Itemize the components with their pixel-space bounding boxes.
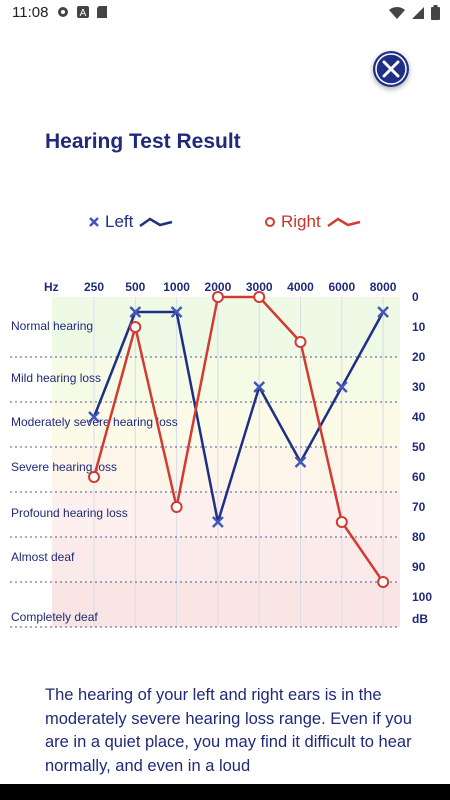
right-data-point xyxy=(377,576,390,588)
page-title: Hearing Test Result xyxy=(45,130,241,153)
x-tick-label: 6000 xyxy=(328,280,355,294)
right-data-point xyxy=(294,336,307,348)
band-label: Moderately severe hearing loss xyxy=(11,415,178,429)
x-tick-label: 8000 xyxy=(370,280,397,294)
close-button[interactable] xyxy=(373,51,409,87)
band-label: Mild hearing loss xyxy=(11,371,101,385)
y-tick-label: 70 xyxy=(412,500,426,514)
left-data-point xyxy=(88,411,100,423)
left-data-point xyxy=(129,306,142,318)
series-line-right xyxy=(92,295,385,583)
a-icon: A xyxy=(77,6,89,19)
left-data-point xyxy=(294,456,307,468)
gear-icon xyxy=(58,7,68,17)
left-data-point xyxy=(212,516,224,528)
left-line-icon xyxy=(139,217,173,228)
x-tick-label: 4000 xyxy=(287,280,314,294)
left-data-point xyxy=(170,306,183,318)
x-tick-label: 3000 xyxy=(246,280,273,294)
series-line-left xyxy=(92,310,385,524)
band-bg xyxy=(52,297,400,357)
wifi-icon xyxy=(389,6,405,19)
y-unit-label: dB xyxy=(412,612,428,626)
y-tick-label: 60 xyxy=(412,470,426,484)
y-tick-label: 40 xyxy=(412,410,426,424)
x-tick-label: 1000 xyxy=(163,280,190,294)
left-data-point xyxy=(377,306,389,318)
status-time: 11:08 xyxy=(12,4,49,21)
right-line-icon xyxy=(326,217,360,228)
result-description: The hearing of your left and right ears … xyxy=(45,686,412,775)
audiogram-svg: Hz 250 500 1000 2000 3000 4000 6000 8000 0 10 20 30 4… xyxy=(10,280,432,628)
y-tick-label: 50 xyxy=(412,440,426,454)
legend-right-label: Right xyxy=(281,212,321,231)
band-bg xyxy=(52,537,400,582)
y-tick-label: 10 xyxy=(412,320,426,334)
x-tick-label: 2000 xyxy=(205,280,232,294)
right-data-point xyxy=(170,501,183,513)
status-icons-left: A xyxy=(56,5,108,19)
legend-left-label: Left xyxy=(105,212,134,231)
band-label: Profound hearing loss xyxy=(11,506,128,520)
right-data-point xyxy=(211,291,224,303)
x-unit-label: Hz xyxy=(44,280,59,294)
band-bg xyxy=(52,582,400,627)
right-data-point xyxy=(253,291,266,303)
y-tick-label: 0 xyxy=(412,290,419,304)
signal-icon xyxy=(412,6,424,19)
right-data-point xyxy=(129,321,142,333)
x-tick-label: 500 xyxy=(125,280,145,294)
y-tick-label: 80 xyxy=(412,530,426,544)
band-label: Normal hearing xyxy=(11,319,93,333)
y-tick-label: 30 xyxy=(412,380,426,394)
left-data-point xyxy=(335,381,348,393)
y-tick-label: 20 xyxy=(412,350,426,364)
band-bg xyxy=(52,357,400,402)
x-tick-label: 250 xyxy=(84,280,104,294)
close-icon xyxy=(375,53,407,85)
legend-left: Left xyxy=(88,212,174,232)
o-marker-icon xyxy=(265,217,275,227)
left-data-point xyxy=(253,381,266,393)
x-marker-icon xyxy=(89,217,99,227)
battery-icon xyxy=(431,5,440,20)
sd-card-icon xyxy=(97,6,107,18)
navigation-bar xyxy=(0,784,450,800)
right-data-point xyxy=(88,471,100,483)
status-bar: 11:08 A xyxy=(0,0,450,26)
band-label: Almost deaf xyxy=(11,550,75,564)
status-icons-right xyxy=(389,5,440,20)
right-data-point xyxy=(335,516,348,528)
svg-text:A: A xyxy=(80,8,87,19)
legend-right: Right xyxy=(264,212,362,232)
y-tick-label: 90 xyxy=(412,560,426,574)
band-label: Completely deaf xyxy=(11,610,98,624)
audiogram-chart: Hz 250 500 1000 2000 3000 4000 6000 8000 0 10 20 30 4… xyxy=(0,275,450,635)
y-tick-label: 100 xyxy=(412,590,432,604)
band-label: Severe hearing loss xyxy=(11,460,117,474)
